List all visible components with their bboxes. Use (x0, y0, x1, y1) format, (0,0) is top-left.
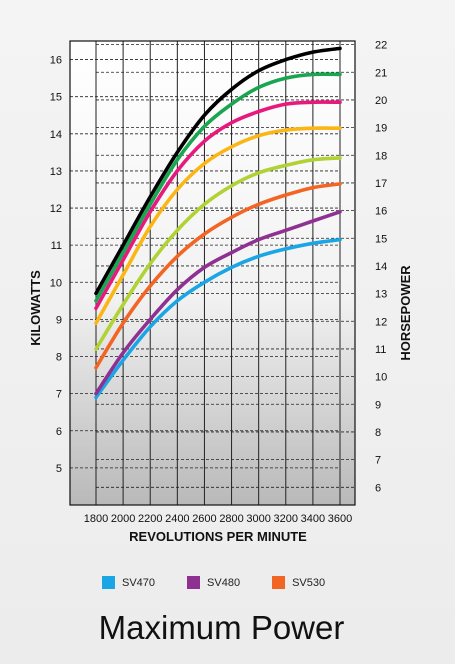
power-chart: 5 6 7 8 9 10 11 12 13 14 15 16 6 7 8 9 10 11 12 13 14 15 16 17… (28, 40, 413, 544)
legend-item-sv480: SV480 (187, 576, 240, 589)
series-line-sv470 (94, 237, 342, 400)
x-tick-label: 1800 (84, 513, 108, 525)
y2-tick-label: 17 (375, 178, 387, 190)
series-line-sv480 (94, 210, 342, 396)
series-line-4 (94, 156, 342, 351)
x-tick-label: 3000 (246, 513, 270, 525)
x-tick-label: 2600 (192, 513, 216, 525)
y2-tick-label: 19 (375, 123, 387, 135)
x-axis-title: REVOLUTIONS PER MINUTE (129, 529, 307, 544)
x-tick-label: 3600 (328, 513, 352, 525)
y-tick-label: 11 (51, 240, 62, 252)
y-tick-label: 12 (50, 203, 62, 215)
y-axis-title: KILOWATTS (28, 270, 43, 346)
y2-tick-label: 9 (375, 399, 381, 411)
series-line-sv530 (94, 182, 342, 370)
x-tick-label: 2000 (111, 513, 135, 525)
series-line-5 (94, 126, 342, 325)
y2-tick-label: 6 (375, 482, 381, 494)
y-tick-label: 10 (50, 277, 62, 289)
chart-title: Maximum Power (98, 609, 345, 646)
y2-tick-label: 21 (375, 67, 387, 79)
legend-label: SV530 (292, 576, 326, 589)
series-line-6 (94, 100, 342, 311)
y2-axis-title: HORSEPOWER (398, 265, 413, 361)
y-tick-label: 14 (50, 129, 62, 141)
series-line-7 (94, 72, 342, 303)
y2-tick-label: 7 (375, 455, 381, 467)
y-tick-label: 8 (56, 352, 62, 364)
x-tick-label: 2800 (219, 513, 243, 525)
y2-tick-label: 10 (375, 372, 387, 384)
y2-tick-label: 11 (375, 344, 386, 356)
plot-frame (69, 40, 356, 506)
x-tick-label: 2400 (165, 513, 189, 525)
y-tick-label: 16 (50, 55, 62, 67)
y2-tick-label: 18 (375, 150, 387, 162)
y-tick-label: 6 (56, 426, 62, 438)
series-lines (94, 46, 342, 400)
y-tick-label: 5 (56, 463, 62, 475)
horizontal-gridlines (70, 44, 355, 488)
legend-label: SV470 (122, 576, 156, 589)
x-axis-ticks: 1800 2000 2200 2400 2600 2800 3000 3200 3400 3600 (84, 513, 352, 525)
y-tick-label: 13 (50, 166, 62, 178)
legend: SV470 SV480 SV530 (102, 576, 325, 589)
legend-swatch (272, 576, 286, 589)
series-line-8 (94, 46, 342, 296)
y2-tick-label: 14 (375, 261, 387, 273)
y2-tick-label: 8 (375, 427, 381, 439)
y2-tick-label: 16 (375, 206, 387, 218)
y-tick-label: 15 (50, 92, 62, 104)
y2-tick-label: 12 (375, 316, 387, 328)
y-axis-ticks: 5 6 7 8 9 10 11 12 13 14 15 16 (50, 55, 62, 475)
legend-swatch (102, 576, 115, 589)
y2-tick-label: 20 (375, 95, 387, 107)
y2-tick-label: 13 (375, 289, 387, 301)
y2-tick-label: 15 (375, 233, 387, 245)
legend-label: SV480 (207, 576, 241, 589)
x-tick-label: 3200 (274, 513, 298, 525)
y2-axis-ticks: 6 7 8 9 10 11 12 13 14 15 16 17 18 19 20 21 22 (375, 40, 387, 495)
legend-item-sv530: SV530 (272, 576, 325, 589)
legend-item-sv470: SV470 (102, 576, 155, 589)
x-tick-label: 2200 (138, 513, 162, 525)
y2-tick-label: 22 (375, 40, 387, 52)
x-tick-label: 3400 (301, 513, 325, 525)
y-tick-label: 7 (56, 389, 62, 401)
legend-swatch (187, 576, 201, 589)
y-tick-label: 9 (56, 314, 62, 326)
